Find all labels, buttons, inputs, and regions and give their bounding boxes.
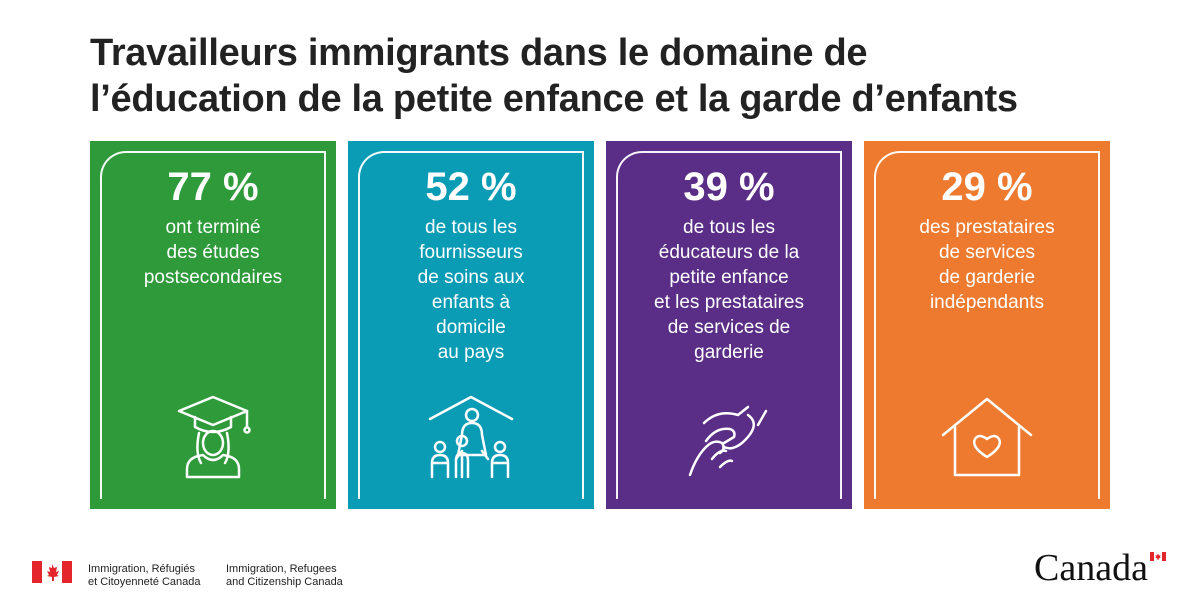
page-title: Travailleurs immigrants dans le domaine … xyxy=(90,30,1150,122)
stat-percent: 52 % xyxy=(425,165,517,209)
desc-line: au pays xyxy=(437,342,505,363)
card-frame xyxy=(100,151,326,499)
canada-wordmark: Canada xyxy=(1034,547,1148,589)
desc-line: enfants à xyxy=(431,292,511,313)
holding-hands-icon xyxy=(688,405,768,477)
graduate-icon xyxy=(177,395,251,479)
desc-line: de garderie xyxy=(938,267,1036,288)
card-frame xyxy=(358,151,584,499)
stat-card-home-childcare: 52 % de tous les fournisseurs de soins a… xyxy=(348,141,594,509)
stat-percent: 39 % xyxy=(683,165,775,209)
stat-card-postsecondary: 77 % ont terminé des études postsecondai… xyxy=(90,141,336,509)
desc-line: et les prestataires xyxy=(654,292,804,313)
family-home-icon xyxy=(428,395,514,479)
wordmark-flag-icon xyxy=(1150,552,1166,561)
desc-line: fournisseurs xyxy=(419,242,523,263)
title-line-1: Travailleurs immigrants dans le domaine … xyxy=(90,32,868,74)
stat-description: des prestataires de services de garderie… xyxy=(878,215,1096,315)
desc-line: de soins aux xyxy=(417,267,525,288)
flag-band xyxy=(62,561,72,583)
stat-description: ont terminé des études postsecondaires xyxy=(104,215,322,290)
desc-line: petite enfance xyxy=(669,267,789,288)
footer-line: et Citoyenneté Canada xyxy=(88,576,201,588)
desc-line: indépendants xyxy=(929,292,1045,313)
desc-line: de services xyxy=(938,242,1036,263)
stat-percent: 77 % xyxy=(167,165,259,209)
stat-description: de tous les éducateurs de la petite enfa… xyxy=(620,215,838,365)
desc-line: garderie xyxy=(694,342,764,363)
desc-line: de services de xyxy=(667,317,791,338)
stat-description: de tous les fournisseurs de soins aux en… xyxy=(362,215,580,365)
footer-line: and Citizenship Canada xyxy=(226,576,343,588)
footer-line: Immigration, Réfugiés xyxy=(88,563,195,575)
title-line-2: l’éducation de la petite enfance et la g… xyxy=(90,78,1018,120)
desc-line: éducateurs de la xyxy=(658,242,800,263)
desc-line: de tous les xyxy=(425,217,517,238)
desc-line: de tous les xyxy=(683,217,775,238)
desc-line: des études xyxy=(166,242,260,263)
maple-leaf-icon xyxy=(47,564,59,581)
card-frame xyxy=(874,151,1100,499)
house-heart-icon xyxy=(941,397,1033,477)
desc-line: domicile xyxy=(436,317,506,338)
flag-band xyxy=(32,561,42,583)
stat-card-educators: 39 % de tous les éducateurs de la petite… xyxy=(606,141,852,509)
desc-line: postsecondaires xyxy=(143,267,283,288)
department-name-fr: Immigration, Réfugiés et Citoyenneté Can… xyxy=(88,563,201,589)
desc-line: des prestataires xyxy=(919,217,1055,238)
stat-card-independent-daycare: 29 % des prestataires de services de gar… xyxy=(864,141,1110,509)
stat-percent: 29 % xyxy=(941,165,1033,209)
card-frame xyxy=(616,151,842,499)
footer-line: Immigration, Refugees xyxy=(226,563,337,575)
department-name-en: Immigration, Refugees and Citizenship Ca… xyxy=(226,563,343,589)
desc-line: ont terminé xyxy=(165,217,261,238)
canada-flag-icon xyxy=(32,561,72,583)
